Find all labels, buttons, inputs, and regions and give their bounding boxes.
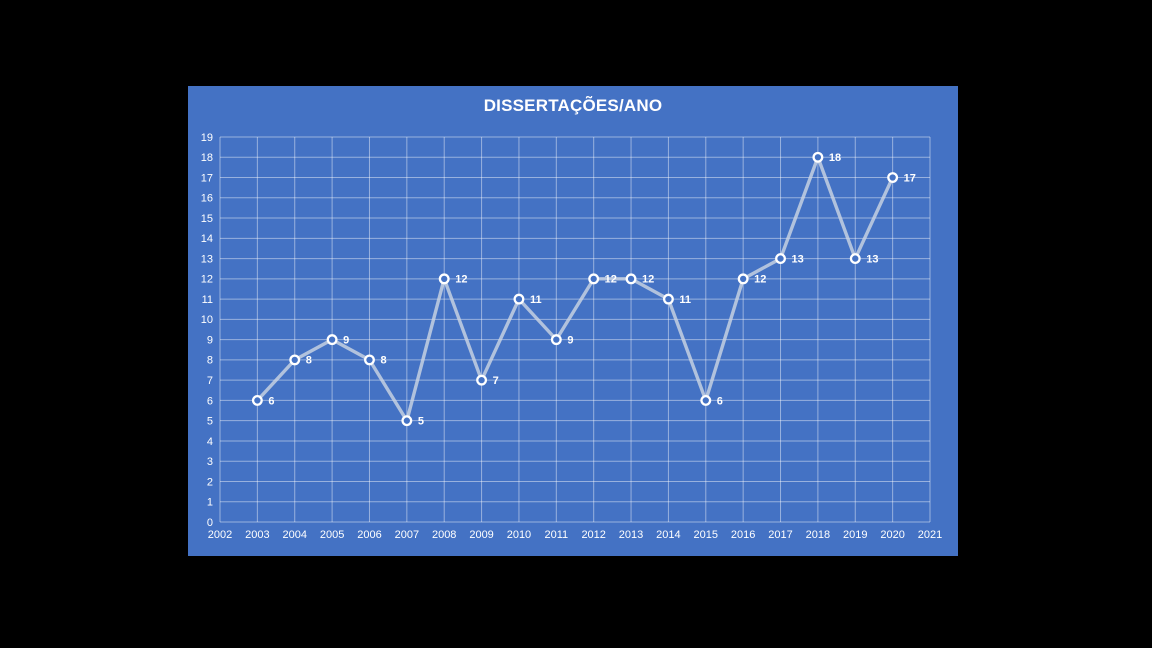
y-axis-tick-label: 8 xyxy=(207,355,213,367)
y-axis-tick-label: 2 xyxy=(207,476,213,488)
x-axis-tick-label: 2002 xyxy=(208,529,232,541)
x-axis-tick-label: 2014 xyxy=(656,529,680,541)
data-point-marker xyxy=(289,354,301,366)
data-point-marker xyxy=(737,273,749,285)
data-point-marker xyxy=(887,172,899,183)
data-point-marker xyxy=(513,293,525,305)
x-axis-tick-label: 2020 xyxy=(880,529,904,541)
data-point-label: 11 xyxy=(679,294,691,306)
data-point-marker xyxy=(775,253,786,265)
y-axis-tick-label: 4 xyxy=(207,436,213,448)
data-point-label: 13 xyxy=(866,253,878,265)
y-axis-tick-label: 6 xyxy=(207,395,213,407)
data-point-marker xyxy=(550,334,562,346)
x-axis-tick-label: 2003 xyxy=(245,529,269,541)
data-point-marker xyxy=(849,253,861,265)
data-point-label: 12 xyxy=(455,274,467,286)
data-point-label: 13 xyxy=(792,253,804,265)
y-axis-tick-label: 18 xyxy=(201,152,213,164)
y-axis-tick-label: 16 xyxy=(201,193,213,205)
data-point-marker xyxy=(364,354,375,366)
y-axis-tick-label: 10 xyxy=(201,314,213,326)
data-point-label: 7 xyxy=(493,375,499,387)
data-point-label: 17 xyxy=(904,172,916,184)
chart-panel: 0 1 2 3 4 5 6 7 8 9 10 11 12 13 14 15 16 17 18 19 2002 2003 20… xyxy=(188,86,958,556)
y-axis-tick-label: 12 xyxy=(201,274,213,286)
data-point-marker xyxy=(700,394,712,406)
x-axis-tick-label: 2019 xyxy=(843,529,867,541)
x-axis-tick-label: 2009 xyxy=(469,529,493,541)
y-axis-tick-label: 1 xyxy=(207,497,213,509)
data-point-label: 8 xyxy=(380,355,386,367)
chart-title: DISSERTAÇÕES/ANO xyxy=(483,96,663,115)
data-point-marker xyxy=(662,293,674,305)
data-point-label: 12 xyxy=(754,274,766,286)
data-point-marker xyxy=(326,334,338,346)
y-axis-tick-label: 3 xyxy=(207,456,213,468)
x-axis-tick-label: 2015 xyxy=(694,529,718,541)
y-axis-tick-label: 13 xyxy=(201,253,213,265)
data-point-label: 12 xyxy=(642,274,654,286)
data-point-label: 18 xyxy=(829,152,841,164)
x-axis-tick-label: 2004 xyxy=(282,529,306,541)
y-axis-tick-label: 17 xyxy=(201,172,213,184)
y-axis-tick-label: 7 xyxy=(207,375,213,387)
data-point-label: 6 xyxy=(717,395,723,407)
x-axis-tick-label: 2010 xyxy=(507,529,531,541)
x-axis-tick-label: 2017 xyxy=(768,529,792,541)
data-point-label: 12 xyxy=(605,274,617,286)
x-axis-tick-label: 2018 xyxy=(806,529,830,541)
data-point-marker xyxy=(588,273,600,285)
x-axis-tick-label: 2016 xyxy=(731,529,755,541)
data-point-label: 9 xyxy=(343,334,349,346)
data-point-label: 6 xyxy=(268,395,274,407)
data-point-marker xyxy=(625,273,637,285)
y-axis-tick-label: 14 xyxy=(201,233,213,245)
series-line xyxy=(255,155,895,423)
x-axis-tick-label: 2006 xyxy=(357,529,381,541)
data-point-marker xyxy=(251,394,263,406)
data-point-marker xyxy=(476,374,488,386)
x-axis-tick-label: 2007 xyxy=(395,529,419,541)
y-axis-tick-label: 19 xyxy=(201,132,213,144)
x-axis-tick-label: 2021 xyxy=(918,529,942,541)
x-axis-tick-label: 2005 xyxy=(320,529,344,541)
data-point-label: 9 xyxy=(567,334,573,346)
x-axis-tick-label: 2012 xyxy=(581,529,605,541)
x-axis-tick-label: 2011 xyxy=(544,529,568,541)
y-axis-tick-label: 9 xyxy=(207,334,213,346)
x-axis-tick-label: 2008 xyxy=(432,529,456,541)
y-axis-tick-label: 11 xyxy=(202,294,213,306)
data-point-marker xyxy=(401,415,413,427)
data-point-label: 11 xyxy=(530,294,542,306)
y-axis-tick-label: 0 xyxy=(207,517,213,529)
data-point-marker xyxy=(812,151,824,163)
y-axis-tick-label: 15 xyxy=(201,213,213,225)
y-axis-tick-label: 5 xyxy=(207,416,213,428)
data-point-label: 8 xyxy=(306,355,312,367)
data-point-label: 5 xyxy=(418,416,424,428)
data-point-marker xyxy=(438,273,450,285)
x-axis-tick-label: 2013 xyxy=(619,529,643,541)
